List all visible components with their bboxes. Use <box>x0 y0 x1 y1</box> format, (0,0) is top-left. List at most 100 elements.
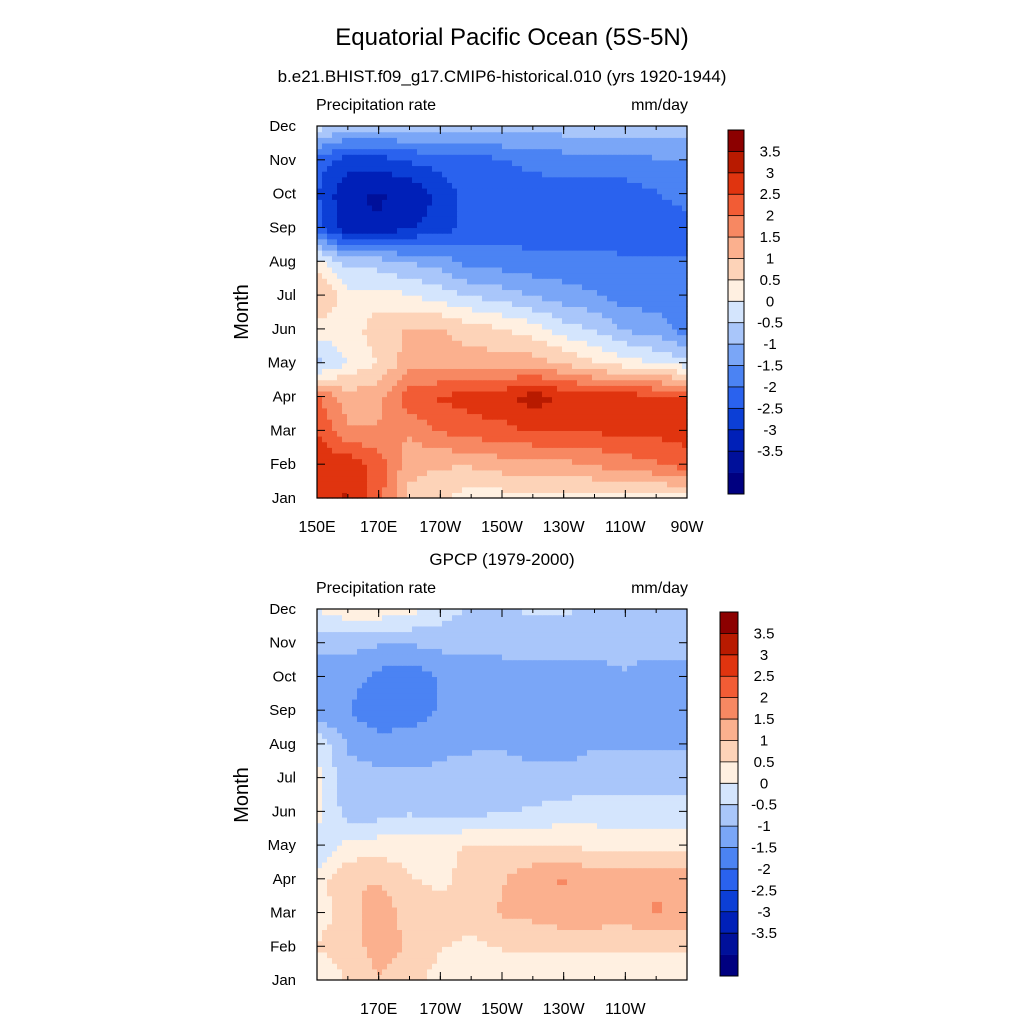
contour-cell <box>467 458 473 465</box>
contour-cell <box>322 368 328 375</box>
contour-cell <box>602 475 608 482</box>
contour-cell <box>487 413 493 420</box>
contour-cell <box>372 328 378 336</box>
contour-cell <box>542 137 548 144</box>
contour-cell <box>372 221 378 229</box>
contour-cell <box>382 402 388 409</box>
contour-cell <box>387 244 393 251</box>
contour-cell <box>582 317 588 324</box>
contour-cell <box>582 486 588 493</box>
contour-cell <box>537 154 543 161</box>
contour-cell <box>652 204 658 212</box>
contour-cell <box>427 221 433 229</box>
contour-cell <box>357 188 363 195</box>
contour-cell <box>602 481 608 488</box>
contour-cell <box>592 407 598 415</box>
contour-cell <box>412 469 418 477</box>
contour-cell <box>532 486 538 493</box>
contour-cell <box>417 176 423 183</box>
contour-cell <box>412 250 418 257</box>
contour-cell <box>432 458 438 465</box>
contour-cell <box>532 238 538 245</box>
contour-cell <box>542 340 548 347</box>
contour-cell <box>477 334 483 341</box>
contour-cell <box>497 137 503 144</box>
contour-cell <box>532 227 538 234</box>
contour-cell <box>407 481 413 488</box>
contour-cell <box>417 413 423 420</box>
contour-cell <box>427 492 433 499</box>
contour-cell <box>387 452 393 460</box>
contour-cell <box>392 379 398 386</box>
contour-cell <box>442 210 448 217</box>
contour-cell <box>512 142 518 150</box>
contour-cell <box>552 362 558 369</box>
contour-cell <box>507 199 513 206</box>
contour-cell <box>607 424 613 431</box>
contour-cell <box>627 492 633 499</box>
contour-cell <box>432 312 438 319</box>
contour-cell <box>507 328 513 336</box>
contour-cell <box>572 233 578 240</box>
contour-cell <box>617 255 623 262</box>
contour-cell <box>617 396 623 403</box>
contour-cell <box>477 357 483 364</box>
contour-cell <box>482 176 488 183</box>
contour-cell <box>587 216 593 223</box>
contour-cell <box>597 142 603 150</box>
contour-cell <box>397 159 403 167</box>
contour-cell <box>522 238 528 245</box>
contour-cell <box>442 351 448 358</box>
contour-cell <box>397 154 403 161</box>
contour-cell <box>352 396 358 403</box>
contour-cell <box>542 447 548 454</box>
contour-cell <box>337 402 343 409</box>
contour-cell <box>572 469 578 477</box>
contour-cell <box>552 385 558 392</box>
colorbar-swatch <box>728 258 744 281</box>
contour-cell <box>342 374 348 381</box>
contour-cell <box>562 295 568 302</box>
contour-cell <box>682 424 688 431</box>
contour-cell <box>672 481 678 488</box>
contour-cell <box>652 300 658 307</box>
contour-cell <box>362 283 368 291</box>
contour-cell <box>632 379 638 386</box>
contour-cell <box>557 430 563 437</box>
contour-cell <box>537 362 543 369</box>
contour-cell <box>407 137 413 144</box>
contour-cell <box>382 323 388 330</box>
contour-cell <box>502 210 508 217</box>
contour-cell <box>682 142 688 150</box>
contour-cell <box>632 345 638 353</box>
contour-cell <box>412 368 418 375</box>
contour-cell <box>492 340 498 347</box>
contour-cell <box>412 452 418 460</box>
contour-cell <box>522 159 528 167</box>
contour-cell <box>522 148 528 155</box>
contour-cell <box>342 402 348 409</box>
contour-cell <box>647 261 653 268</box>
contour-cell <box>597 295 603 302</box>
contour-cell <box>337 419 343 426</box>
contour-cell <box>482 469 488 477</box>
contour-cell <box>522 154 528 161</box>
contour-cell <box>357 452 363 460</box>
contour-cell <box>462 227 468 234</box>
contour-cell <box>542 188 548 195</box>
contour-cell <box>642 131 648 138</box>
contour-cell <box>472 142 478 150</box>
contour-cell <box>382 295 388 302</box>
contour-cell <box>577 469 583 477</box>
contour-cell <box>417 289 423 296</box>
contour-cell <box>547 261 553 268</box>
contour-cell <box>452 340 458 347</box>
contour-cell <box>427 402 433 409</box>
contour-cell <box>372 283 378 291</box>
contour-cell <box>652 475 658 482</box>
contour-cell <box>502 430 508 437</box>
contour-cell <box>367 385 373 392</box>
contour-cell <box>367 447 373 454</box>
contour-cell <box>352 486 358 493</box>
contour-cell <box>537 464 543 471</box>
